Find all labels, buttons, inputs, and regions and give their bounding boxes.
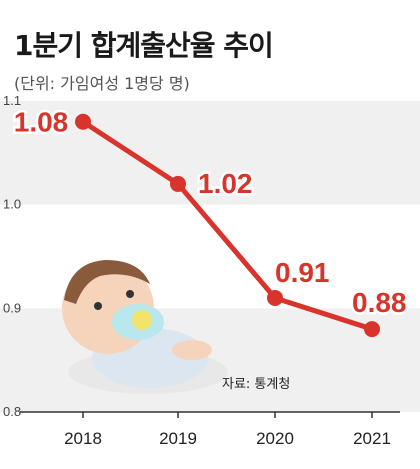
baby-eye-right bbox=[126, 290, 134, 298]
baby-arm bbox=[172, 340, 212, 360]
x-tick-label: 2018 bbox=[64, 429, 102, 448]
chart-subtitle: (단위: 가임여성 1명당 명) bbox=[14, 74, 190, 93]
y-tick-label: 1.0 bbox=[3, 197, 21, 212]
x-tick-label: 2021 bbox=[353, 429, 391, 448]
data-label: 0.91 bbox=[275, 257, 330, 288]
y-tick-label: 0.9 bbox=[3, 300, 21, 315]
data-point bbox=[364, 321, 380, 338]
y-tick-label: 0.8 bbox=[3, 404, 21, 419]
data-point bbox=[75, 113, 91, 130]
x-tick-label: 2020 bbox=[256, 429, 294, 448]
data-label: 0.88 bbox=[352, 287, 407, 318]
data-point bbox=[170, 175, 186, 192]
series-line bbox=[81, 119, 373, 332]
baby-eye-left bbox=[94, 302, 102, 310]
x-tick-label: 2019 bbox=[159, 429, 197, 448]
pacifier-button bbox=[132, 310, 152, 330]
source-note: 자료: 통계청 bbox=[222, 377, 290, 392]
data-label: 1.02 bbox=[198, 168, 253, 199]
y-tick-label: 1.1 bbox=[3, 93, 21, 108]
baby-hair bbox=[64, 260, 150, 304]
chart-title: 1분기 합계출산율 추이 bbox=[14, 29, 274, 62]
data-point bbox=[267, 289, 283, 306]
grid-band bbox=[0, 101, 420, 205]
baby-illustration bbox=[62, 260, 228, 394]
data-label: 1.08 bbox=[14, 107, 69, 138]
